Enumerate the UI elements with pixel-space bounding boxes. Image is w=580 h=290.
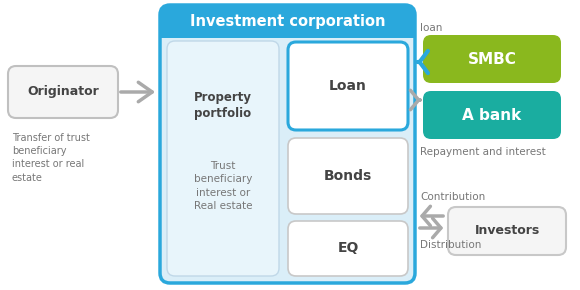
FancyBboxPatch shape bbox=[288, 221, 408, 276]
FancyBboxPatch shape bbox=[288, 42, 408, 130]
Text: SMBC: SMBC bbox=[467, 52, 516, 66]
FancyBboxPatch shape bbox=[8, 66, 118, 118]
FancyBboxPatch shape bbox=[448, 207, 566, 255]
Bar bbox=[160, 21, 415, 38]
Text: loan: loan bbox=[420, 23, 443, 33]
Text: EQ: EQ bbox=[338, 242, 358, 255]
Text: A bank: A bank bbox=[462, 108, 521, 122]
Text: Loan: Loan bbox=[329, 79, 367, 93]
FancyBboxPatch shape bbox=[160, 5, 415, 38]
Text: Investors: Investors bbox=[474, 224, 539, 238]
Text: Investment corporation: Investment corporation bbox=[190, 14, 385, 29]
Text: Distribution: Distribution bbox=[420, 240, 481, 250]
FancyBboxPatch shape bbox=[423, 35, 561, 83]
Text: Trust
beneficiary
interest or
Real estate: Trust beneficiary interest or Real estat… bbox=[194, 161, 252, 211]
FancyBboxPatch shape bbox=[423, 91, 561, 139]
Text: Repayment and interest: Repayment and interest bbox=[420, 147, 546, 157]
FancyBboxPatch shape bbox=[167, 41, 279, 276]
FancyBboxPatch shape bbox=[160, 5, 415, 283]
Text: Bonds: Bonds bbox=[324, 169, 372, 183]
Text: Contribution: Contribution bbox=[420, 192, 485, 202]
Text: Transfer of trust
beneficiary
interest or real
estate: Transfer of trust beneficiary interest o… bbox=[12, 133, 90, 183]
Text: Property
portfolio: Property portfolio bbox=[194, 92, 252, 121]
FancyBboxPatch shape bbox=[288, 138, 408, 214]
Text: Originator: Originator bbox=[27, 86, 99, 99]
